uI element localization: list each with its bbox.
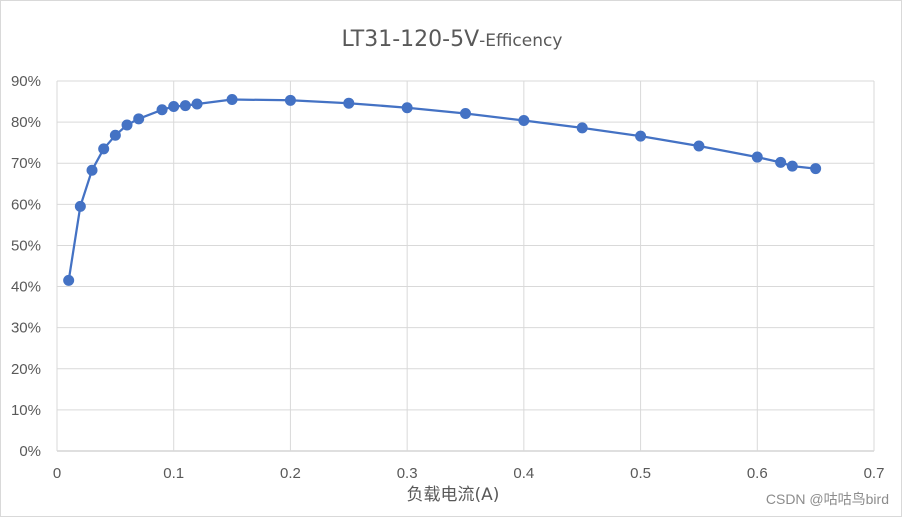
data-point [156, 104, 168, 116]
data-point [226, 94, 238, 105]
data-point [86, 164, 98, 176]
y-tick-label: 60% [11, 196, 41, 213]
x-tick-label: 0 [53, 465, 61, 482]
data-point [168, 100, 180, 112]
data-point [693, 140, 705, 152]
y-tick-label: 90% [11, 73, 41, 90]
gridlines [56, 80, 875, 452]
data-point [401, 102, 413, 114]
x-tick-label: 0.2 [280, 465, 301, 482]
chart-title-main: LT31-120-5V [342, 27, 480, 52]
data-point [284, 94, 296, 106]
data-point [786, 160, 798, 172]
data-point [635, 130, 647, 142]
data-point [133, 113, 145, 125]
x-tick-label: 0.5 [630, 465, 651, 482]
data-point [74, 200, 86, 212]
y-tick-label: 40% [11, 279, 41, 296]
y-tick-label: 50% [11, 237, 41, 254]
data-point [98, 143, 110, 155]
data-point [179, 100, 191, 112]
y-tick-label: 70% [11, 155, 41, 172]
data-point [343, 97, 355, 109]
x-tick-label: 0.7 [864, 465, 885, 482]
y-tick-label: 10% [11, 402, 41, 419]
y-tick-label: 0% [19, 443, 41, 460]
data-point [576, 122, 588, 134]
data-point [121, 119, 133, 131]
x-tick-label: 0.1 [163, 465, 184, 482]
data-point [751, 151, 763, 163]
chart-title: LT31-120-5V-Efficency [342, 27, 563, 52]
data-point [109, 129, 121, 141]
y-tick-label: 30% [11, 320, 41, 337]
x-tick-label: 0.4 [513, 465, 534, 482]
x-tick-label: 0.3 [397, 465, 418, 482]
data-point [460, 107, 471, 119]
data-point [191, 98, 203, 110]
x-axis-label: 负载电流(A) [407, 485, 500, 505]
x-tick-label: 0.6 [747, 465, 768, 482]
watermark: CSDN @咕咕鸟bird [766, 491, 889, 507]
data-point [810, 163, 822, 175]
y-axis-ticks: 0% 10% 20% 30% 40% 50% 60% 70% 80% 90% [11, 73, 41, 460]
data-point [775, 156, 787, 168]
series-line [67, 98, 816, 281]
y-tick-label: 80% [11, 114, 41, 131]
y-tick-label: 20% [11, 361, 41, 378]
data-point [63, 274, 75, 286]
series-efficency [63, 94, 822, 286]
x-axis-ticks: 0 0.1 0.2 0.3 0.4 0.5 0.6 0.7 [53, 465, 885, 482]
chart-title-suffix: -Efficency [479, 31, 562, 51]
data-point [518, 114, 530, 126]
